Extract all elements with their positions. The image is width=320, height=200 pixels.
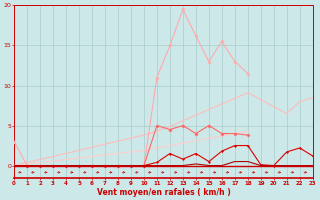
X-axis label: Vent moyen/en rafales ( km/h ): Vent moyen/en rafales ( km/h ) (97, 188, 230, 197)
